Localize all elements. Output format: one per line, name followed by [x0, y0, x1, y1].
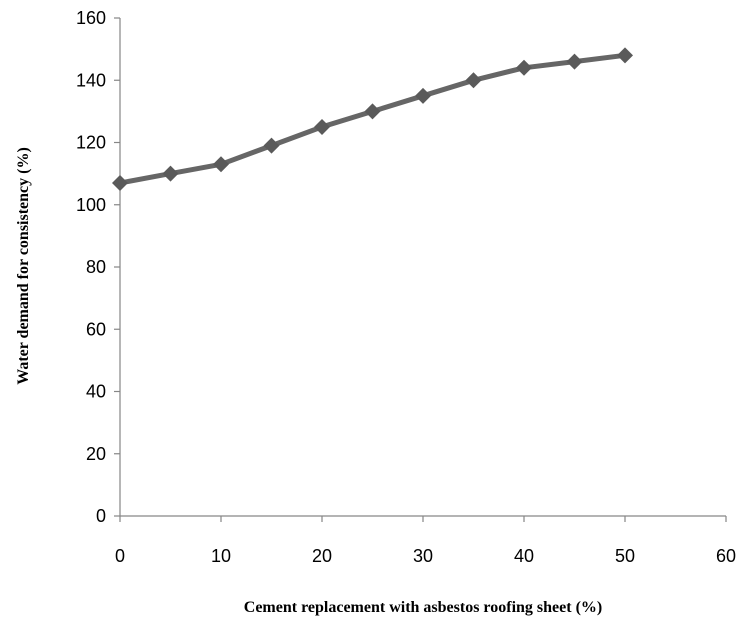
- x-axis-title: Cement replacement with asbestos roofing…: [244, 599, 602, 616]
- x-axis: 0 10 20 30 40 50 60: [115, 515, 736, 566]
- y-tick-label: 120: [76, 133, 106, 153]
- y-tick-label: 100: [76, 195, 106, 215]
- y-tick-label: 40: [86, 382, 106, 402]
- y-tick-label: 140: [76, 70, 106, 90]
- y-tick-label: 160: [76, 8, 106, 28]
- y-axis-title: Water demand for consistency (%): [15, 147, 32, 385]
- x-tick-label: 30: [413, 546, 433, 566]
- data-point: [263, 137, 280, 154]
- x-tick-label: 40: [514, 546, 534, 566]
- x-tick-label: 60: [716, 546, 736, 566]
- data-point: [213, 156, 229, 173]
- data-point: [364, 103, 381, 120]
- data-point: [516, 59, 532, 76]
- y-tick-label: 20: [86, 444, 106, 464]
- series-group: [112, 47, 633, 191]
- data-point: [465, 72, 482, 89]
- data-point: [314, 118, 330, 135]
- data-point: [617, 47, 633, 64]
- x-tick-label: 50: [615, 546, 635, 566]
- y-tick-label: 60: [86, 319, 106, 339]
- y-axis: 0 20 40 60 80 100 120 140 160: [76, 8, 121, 526]
- y-tick-label: 0: [96, 506, 106, 526]
- y-tick-label: 80: [86, 257, 106, 277]
- x-tick-label: 20: [312, 546, 332, 566]
- data-point: [112, 174, 128, 191]
- x-tick-label: 10: [211, 546, 231, 566]
- x-tick-label: 0: [115, 546, 125, 566]
- data-point: [415, 87, 431, 104]
- data-point: [566, 53, 583, 70]
- data-point: [162, 165, 179, 182]
